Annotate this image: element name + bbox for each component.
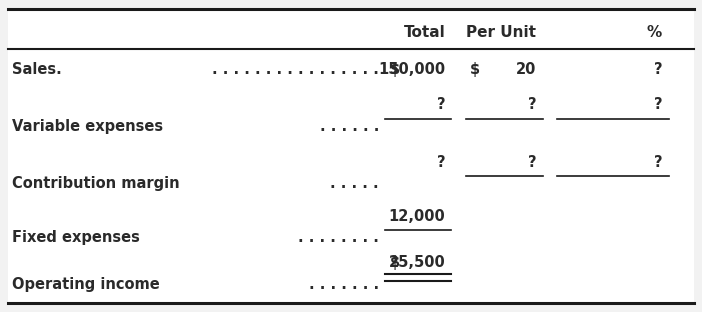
Text: $: $ (470, 62, 480, 77)
Text: ?: ? (528, 97, 536, 113)
Text: %: % (647, 25, 662, 40)
Text: ?: ? (654, 62, 662, 77)
Text: 20: 20 (516, 62, 536, 77)
Text: Operating income: Operating income (12, 277, 159, 292)
Text: ?: ? (528, 155, 536, 170)
Text: . . . . .: . . . . . (331, 176, 379, 191)
Text: Contribution margin: Contribution margin (12, 176, 180, 191)
Text: Sales.: Sales. (12, 62, 62, 77)
Text: ?: ? (654, 97, 662, 113)
Text: . . . . . . . .: . . . . . . . . (298, 231, 379, 246)
Text: Per Unit: Per Unit (466, 25, 536, 40)
Text: $: $ (390, 62, 399, 77)
Text: ?: ? (654, 155, 662, 170)
Text: $: $ (390, 255, 399, 270)
Text: . . . . . . . . . . . . . . . .: . . . . . . . . . . . . . . . . (212, 62, 379, 77)
Text: Total: Total (404, 25, 445, 40)
Text: . . . . . .: . . . . . . (319, 119, 379, 134)
Text: 12,000: 12,000 (389, 209, 445, 224)
Text: . . . . . . .: . . . . . . . (309, 277, 379, 292)
Text: Fixed expenses: Fixed expenses (12, 231, 140, 246)
FancyBboxPatch shape (8, 7, 694, 305)
Text: ?: ? (437, 97, 445, 113)
Text: 25,500: 25,500 (389, 255, 445, 270)
Text: ?: ? (437, 155, 445, 170)
Text: 150,000: 150,000 (378, 62, 445, 77)
Text: Variable expenses: Variable expenses (12, 119, 163, 134)
